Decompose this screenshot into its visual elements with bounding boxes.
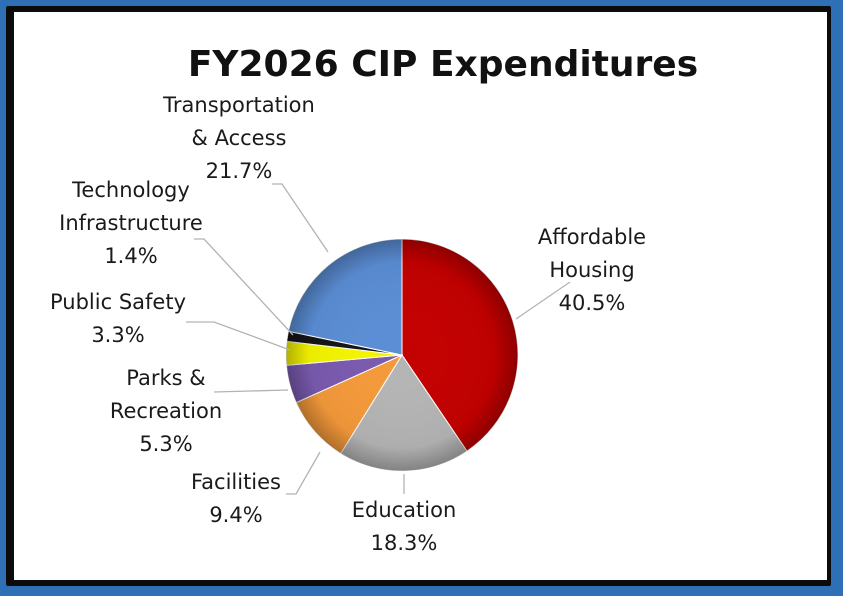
leader-lines xyxy=(186,183,571,495)
pie-chart: FY2026 CIP Expenditures Affordable Housin… xyxy=(50,44,698,555)
leader-line-technology-infrastructure xyxy=(194,238,294,336)
slice-category-label: Recreation xyxy=(110,399,222,423)
slice-category-label: Transportation xyxy=(162,93,315,117)
slice-category-label: Facilities xyxy=(191,470,281,494)
slice-label-technology-infrastructure: Technology Infrastructure 1.4% xyxy=(59,178,203,268)
slice-value-label: 21.7% xyxy=(206,159,273,183)
slice-label-affordable-housing: Affordable Housing 40.5% xyxy=(538,225,646,315)
slice-value-label: 1.4% xyxy=(104,244,157,268)
leader-line-affordable-housing xyxy=(515,281,571,320)
slice-label-public-safety: Public Safety 3.3% xyxy=(50,290,186,347)
slice-value-label: 9.4% xyxy=(209,503,262,527)
slice-category-label: Affordable xyxy=(538,225,646,249)
slice-category-label: Technology xyxy=(71,178,190,202)
leader-line-parks-recreation xyxy=(213,389,289,393)
slice-value-label: 5.3% xyxy=(139,432,192,456)
slice-labels: Affordable Housing 40.5% Education 18.3% Faci… xyxy=(50,93,646,555)
slice-label-transportation-access: Transportation & Access 21.7% xyxy=(162,93,315,183)
slice-label-facilities: Facilities 9.4% xyxy=(191,470,281,527)
slice-value-label: 40.5% xyxy=(559,291,626,315)
chart-panel: FY2026 CIP Expenditures Affordable Housin… xyxy=(14,12,827,580)
slice-label-parks-recreation: Parks & Recreation 5.3% xyxy=(110,366,222,456)
slice-category-label: Housing xyxy=(549,258,634,282)
slice-category-label: Parks & xyxy=(126,366,205,390)
slice-value-label: 3.3% xyxy=(91,323,144,347)
pie-slices xyxy=(285,238,519,472)
slice-value-label: 18.3% xyxy=(371,531,438,555)
leader-line-transportation-access xyxy=(272,183,329,253)
slice-category-label: Public Safety xyxy=(50,290,186,314)
leader-line-public-safety xyxy=(186,321,291,351)
slice-category-label: & Access xyxy=(192,126,287,150)
slice-category-label: Infrastructure xyxy=(59,211,203,235)
chart-title: FY2026 CIP Expenditures xyxy=(188,44,698,85)
slice-category-label: Education xyxy=(352,498,457,522)
leader-line-facilities xyxy=(286,451,321,495)
slice-label-education: Education 18.3% xyxy=(352,498,457,555)
